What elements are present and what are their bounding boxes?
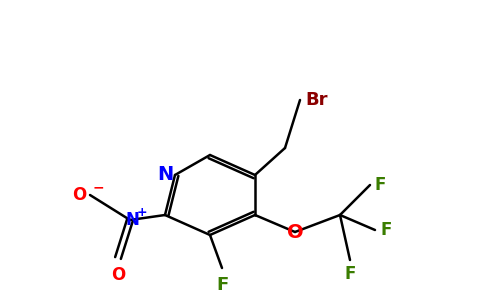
Text: F: F	[380, 221, 392, 239]
Text: O: O	[287, 223, 303, 242]
Text: O: O	[72, 186, 86, 204]
Text: Br: Br	[305, 91, 328, 109]
Text: F: F	[344, 265, 356, 283]
Text: O: O	[111, 266, 125, 284]
Text: F: F	[375, 176, 386, 194]
Text: N: N	[125, 211, 139, 229]
Text: F: F	[216, 276, 228, 294]
Text: −: −	[92, 180, 104, 194]
Text: +: +	[136, 206, 147, 218]
Text: N: N	[157, 166, 173, 184]
